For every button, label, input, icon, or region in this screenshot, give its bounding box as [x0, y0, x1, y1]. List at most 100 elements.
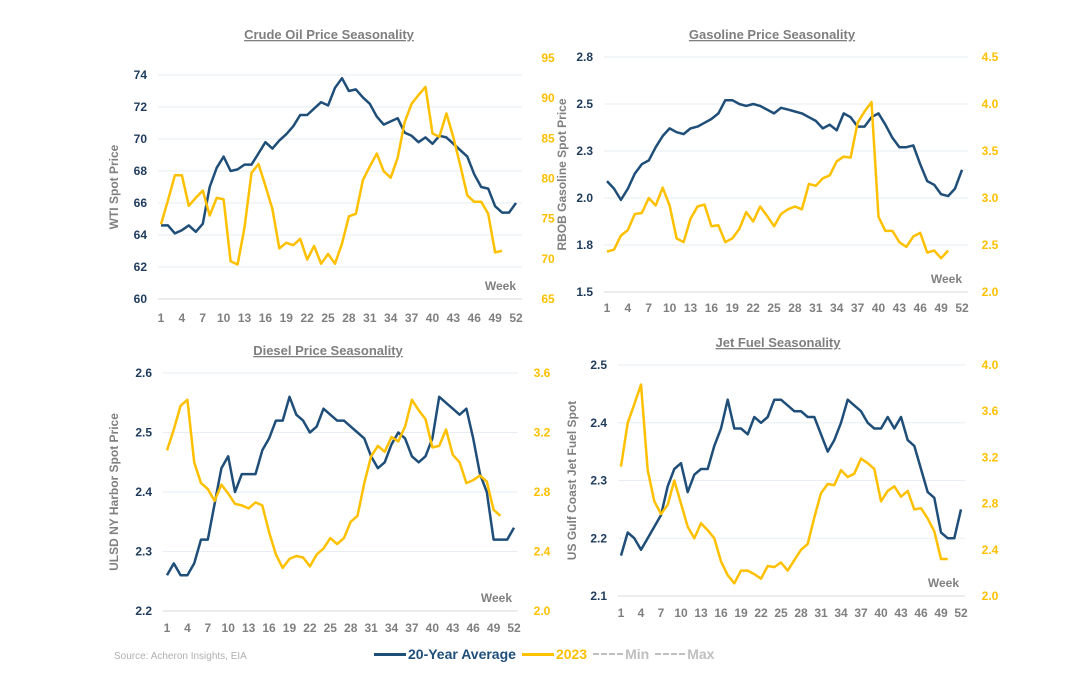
y-tick-label-right: 2.8: [534, 485, 551, 499]
x-tick-label: 34: [830, 301, 844, 315]
chart-crude-oil-price-seasonality: Crude Oil Price Seasonality 60 62 64 66 68 70 7…: [107, 27, 555, 325]
legend-label-2023: 2023: [555, 646, 588, 662]
x-tick-label: 43: [447, 311, 461, 325]
y-tick-label-right: 75: [541, 212, 555, 226]
x-tick-label: 40: [872, 301, 886, 315]
x-tick-label: 34: [834, 606, 848, 620]
x-tick-label: 19: [726, 301, 740, 315]
y-tick-label-right: 2.8: [982, 497, 999, 511]
series-line-2023: [159, 85, 503, 266]
y-tick-label-right: 3.0: [982, 191, 999, 205]
x-tick-label: 13: [684, 301, 698, 315]
y-tick-label-right: 3.2: [534, 426, 551, 440]
x-tick-label: 7: [199, 311, 206, 325]
x-tick-label: 37: [851, 301, 865, 315]
x-tick-label: 28: [344, 621, 358, 635]
y-axis-label: US Gulf Coast Jet Fuel Spot: [565, 401, 579, 560]
x-tick-label: 37: [405, 311, 419, 325]
x-tick-label: 49: [488, 311, 502, 325]
y-tick-label-right: 95: [541, 51, 555, 65]
x-tick-label: 46: [914, 301, 928, 315]
legend-label-min: Min: [625, 646, 650, 662]
y-tick-label-right: 4.0: [982, 97, 999, 111]
x-axis-label: Week: [481, 591, 512, 605]
x-tick-label: 43: [446, 621, 460, 635]
x-tick-label: 25: [321, 311, 335, 325]
y-tick-label-left: 2.5: [576, 97, 593, 111]
chart-diesel-price-seasonality: Diesel Price Seasonality 2.2 2.3 2.4 2.5 2.6 2…: [107, 343, 551, 635]
y-tick-label-right: 70: [541, 252, 555, 266]
y-tick-label-left: 70: [134, 132, 148, 146]
x-tick-label: 52: [507, 621, 521, 635]
x-tick-label: 43: [894, 606, 908, 620]
x-tick-label: 22: [303, 621, 317, 635]
x-tick-label: 13: [694, 606, 708, 620]
y-tick-label-right: 3.2: [982, 450, 999, 464]
x-tick-label: 52: [509, 311, 523, 325]
y-tick-label-left: 60: [134, 292, 148, 306]
chart-title: Crude Oil Price Seasonality: [244, 27, 415, 42]
x-tick-label: 49: [934, 301, 948, 315]
series-line-20-year-average: [619, 398, 963, 556]
chart-title: Diesel Price Seasonality: [253, 343, 403, 358]
y-tick-label-right: 2.4: [534, 545, 551, 559]
y-tick-label-left: 2.2: [590, 531, 607, 545]
x-tick-label: 22: [754, 606, 768, 620]
y-tick-label-right: 90: [541, 91, 555, 105]
x-tick-label: 52: [955, 301, 969, 315]
y-tick-label-right: 2.0: [982, 285, 999, 299]
y-tick-label-left: 2.5: [590, 358, 607, 372]
x-tick-label: 25: [774, 606, 788, 620]
x-tick-label: 49: [487, 621, 501, 635]
x-tick-label: 46: [914, 606, 928, 620]
series-line-2023: [165, 398, 502, 570]
x-tick-label: 40: [426, 621, 440, 635]
chart-title: Gasoline Price Seasonality: [689, 27, 856, 42]
x-tick-label: 4: [638, 606, 645, 620]
x-tick-label: 52: [954, 606, 968, 620]
y-tick-label-left: 66: [134, 196, 148, 210]
series-line-20-year-average: [165, 395, 516, 577]
x-tick-label: 13: [242, 621, 256, 635]
y-tick-label-right: 3.6: [534, 366, 551, 380]
x-tick-label: 7: [204, 621, 211, 635]
x-tick-label: 19: [734, 606, 748, 620]
x-tick-label: 10: [217, 311, 231, 325]
series-line-2023: [606, 100, 950, 260]
x-tick-label: 40: [426, 311, 440, 325]
legend-label-max: Max: [687, 646, 715, 662]
y-tick-label-right: 2.4: [982, 543, 999, 557]
x-tick-label: 22: [746, 301, 760, 315]
x-tick-label: 34: [384, 311, 398, 325]
x-tick-label: 1: [604, 301, 611, 315]
y-tick-label-left: 2.3: [576, 144, 593, 158]
y-tick-label-left: 74: [134, 68, 148, 82]
y-tick-label-right: 4.0: [982, 358, 999, 372]
legend-label-20yr-average: 20-Year Average: [408, 646, 516, 662]
y-tick-label-right: 85: [541, 131, 555, 145]
x-tick-label: 10: [222, 621, 236, 635]
x-axis-label: Week: [485, 279, 516, 293]
x-tick-label: 10: [674, 606, 688, 620]
x-tick-label: 46: [466, 621, 480, 635]
x-tick-label: 16: [705, 301, 719, 315]
x-tick-label: 19: [280, 311, 294, 325]
y-tick-label-left: 2.4: [135, 485, 152, 499]
y-axis-label: WTI Spot Price: [107, 144, 121, 229]
legend-swatch-max: [655, 653, 686, 655]
x-tick-label: 28: [342, 311, 356, 325]
y-axis-label: RBOB Gasoline Spot Price: [555, 98, 569, 250]
y-tick-label-left: 68: [134, 164, 148, 178]
legend-item-2023: 2023: [521, 646, 588, 662]
legend-swatch-2023: [521, 652, 554, 656]
x-tick-label: 37: [854, 606, 868, 620]
y-tick-label-left: 1.5: [576, 285, 593, 299]
x-axis-label: Week: [928, 576, 959, 590]
series-line-2023: [619, 383, 948, 585]
y-tick-label-right: 2.5: [982, 238, 999, 252]
x-tick-label: 22: [300, 311, 314, 325]
x-tick-label: 4: [179, 311, 186, 325]
y-tick-label-left: 2.5: [135, 426, 152, 440]
y-tick-label-right: 80: [541, 172, 555, 186]
